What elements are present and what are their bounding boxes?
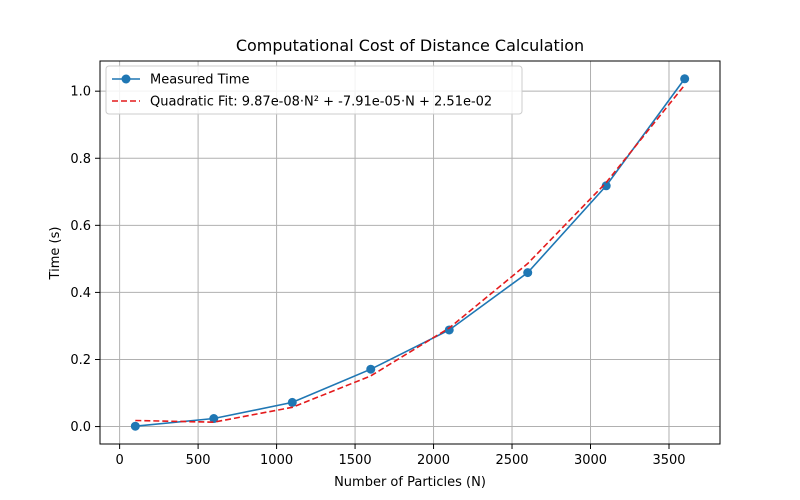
legend-entry-label: Quadratic Fit: 9.87e-08·N² + -7.91e-05·N… (150, 95, 492, 110)
chart-title: Computational Cost of Distance Calculati… (236, 36, 584, 55)
measured-point (444, 325, 454, 335)
x-tick-label: 2500 (495, 453, 528, 468)
plot-frame (99, 60, 721, 445)
y-tick-label: 0.0 (70, 420, 91, 435)
x-tick-label: 1000 (260, 453, 293, 468)
x-tick-label: 1500 (339, 453, 372, 468)
fit-line (135, 84, 686, 423)
y-tick-label: 0.6 (70, 219, 91, 234)
x-tick-label: 0 (115, 453, 123, 468)
series-layer (130, 74, 690, 431)
x-tick-label: 2000 (417, 453, 450, 468)
y-axis-label: Time (s) (48, 227, 63, 281)
y-tick-label: 0.8 (70, 152, 91, 167)
grid (100, 61, 720, 444)
y-tick-label: 1.0 (70, 85, 91, 100)
legend-swatch-marker (121, 74, 131, 84)
measured-point (287, 397, 297, 407)
measured-point (130, 421, 140, 431)
legend-box (105, 65, 523, 115)
measured-point (366, 364, 376, 374)
measured-point (601, 181, 611, 191)
measured-line (135, 78, 686, 428)
x-tick-label: 3500 (652, 453, 685, 468)
measured-point (209, 414, 219, 424)
legend-entry-label: Measured Time (150, 73, 249, 88)
x-axis-label: Number of Particles (N) (334, 475, 486, 490)
measured-point (523, 268, 533, 278)
legend: Measured Time Quadratic Fit: 9.87e-08·N² … (105, 65, 523, 115)
ticks: 0 500 1000 1500 2000 2500 3000 3500 0.0 0.2 0.4 0.6… (70, 85, 685, 468)
y-tick-label: 0.4 (70, 286, 91, 301)
x-tick-label: 500 (186, 453, 211, 468)
measured-point (680, 74, 690, 84)
x-tick-label: 3000 (574, 453, 607, 468)
y-tick-label: 0.2 (70, 353, 91, 368)
